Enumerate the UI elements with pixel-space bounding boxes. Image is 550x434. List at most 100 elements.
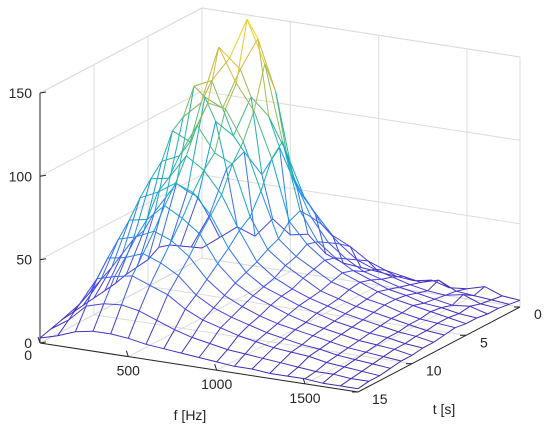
mesh-segment — [122, 239, 134, 254]
mesh-segment — [192, 170, 205, 193]
mesh-segment — [358, 332, 371, 341]
mesh-segment — [225, 83, 237, 110]
mesh-segment — [409, 281, 422, 286]
mesh-segment — [278, 221, 290, 240]
mesh-segment — [74, 305, 87, 332]
mesh-segment — [363, 268, 375, 273]
mesh-segment — [282, 141, 301, 211]
mesh-segment — [422, 341, 434, 349]
z-tick-label: 150 — [9, 85, 33, 101]
mesh-segment — [491, 295, 503, 301]
mesh-segment — [145, 343, 164, 350]
mesh-segment — [181, 217, 201, 235]
mesh-segment — [164, 205, 183, 219]
gridline-floor-t — [93, 314, 413, 365]
mesh-segment — [254, 218, 274, 237]
mesh-segment — [313, 268, 332, 283]
mesh-segment — [213, 295, 225, 309]
mesh-segment — [455, 323, 467, 329]
mesh-segment — [323, 320, 335, 329]
mesh-segment — [399, 284, 411, 288]
mesh-segment — [275, 91, 294, 178]
mesh-segment — [245, 272, 265, 288]
mesh-segment — [402, 312, 421, 320]
x-tick-mark — [37, 336, 41, 344]
mesh-segment — [320, 281, 332, 292]
mesh-segment — [431, 279, 450, 289]
z-tick-mark — [39, 341, 47, 344]
mesh-segment — [163, 348, 182, 354]
mesh-segment — [331, 281, 350, 291]
mesh-segment — [351, 378, 369, 382]
mesh-segment — [321, 224, 340, 245]
mesh-segment — [334, 313, 346, 322]
mesh-segment — [315, 362, 327, 372]
mesh-segment — [266, 323, 278, 333]
mesh-segment — [156, 294, 169, 321]
mesh-segment — [449, 287, 468, 290]
mesh-segment — [328, 242, 347, 260]
mesh-segment — [191, 336, 210, 344]
mesh-segment — [288, 210, 301, 222]
mesh-segment — [438, 279, 457, 292]
mesh-segment — [415, 330, 427, 337]
mesh-segment — [138, 285, 151, 312]
mesh-segment — [304, 378, 323, 384]
mesh-segment — [423, 298, 435, 304]
mesh-segment — [273, 347, 292, 353]
gridline-left-z — [39, 174, 203, 261]
mesh-segment — [320, 290, 339, 300]
mesh-segment — [358, 340, 377, 346]
mesh-segment — [191, 246, 203, 249]
mesh-segment — [178, 275, 197, 296]
mesh-segment — [256, 249, 269, 263]
mesh-segment — [387, 331, 399, 339]
mesh-segment — [111, 253, 123, 268]
mesh-segment — [189, 102, 202, 142]
mesh-segment — [299, 210, 312, 218]
mesh-segment — [338, 289, 350, 300]
mesh-segment — [305, 312, 318, 323]
mesh-segment — [50, 319, 69, 330]
mesh-segment — [458, 313, 477, 319]
mesh-segment — [220, 327, 239, 337]
mesh-segment — [390, 360, 402, 369]
mesh-segment — [409, 284, 428, 292]
mesh-segment — [441, 307, 460, 315]
mesh-segment — [295, 243, 308, 257]
mesh-segment — [149, 262, 162, 286]
mesh-segment — [249, 190, 262, 217]
mesh-segment — [103, 276, 116, 304]
mesh-segment — [171, 240, 190, 258]
mesh-segment — [315, 371, 334, 375]
mesh-segment — [484, 286, 503, 297]
mesh-segment — [122, 197, 141, 254]
mesh-segment — [355, 305, 374, 313]
mesh-segment — [412, 302, 424, 306]
mesh-segment — [213, 307, 232, 318]
mesh-segment — [139, 178, 152, 199]
z-tick-mark — [39, 258, 47, 261]
mesh-segment — [398, 331, 417, 337]
mesh-segment — [260, 158, 273, 192]
mesh-segment — [404, 343, 423, 349]
mesh-segment — [366, 291, 378, 300]
mesh-segment — [445, 290, 457, 296]
mesh-segment — [338, 298, 357, 307]
mesh-segment — [398, 324, 410, 333]
mesh-segment — [161, 155, 180, 162]
mesh-segment — [211, 80, 224, 109]
mesh-segment — [288, 314, 307, 323]
mesh-segment — [164, 182, 176, 206]
mesh-segment — [241, 295, 254, 307]
mesh-segment — [39, 335, 58, 339]
mesh-segment — [178, 124, 198, 157]
y-axis-line — [357, 306, 521, 393]
mesh-segment — [168, 155, 180, 179]
mesh-segment — [434, 294, 446, 300]
mesh-segment — [327, 305, 346, 315]
mesh-segment — [226, 151, 245, 170]
mesh-segment — [136, 230, 155, 238]
mesh-segment — [96, 257, 109, 280]
mesh-segment — [261, 174, 274, 220]
